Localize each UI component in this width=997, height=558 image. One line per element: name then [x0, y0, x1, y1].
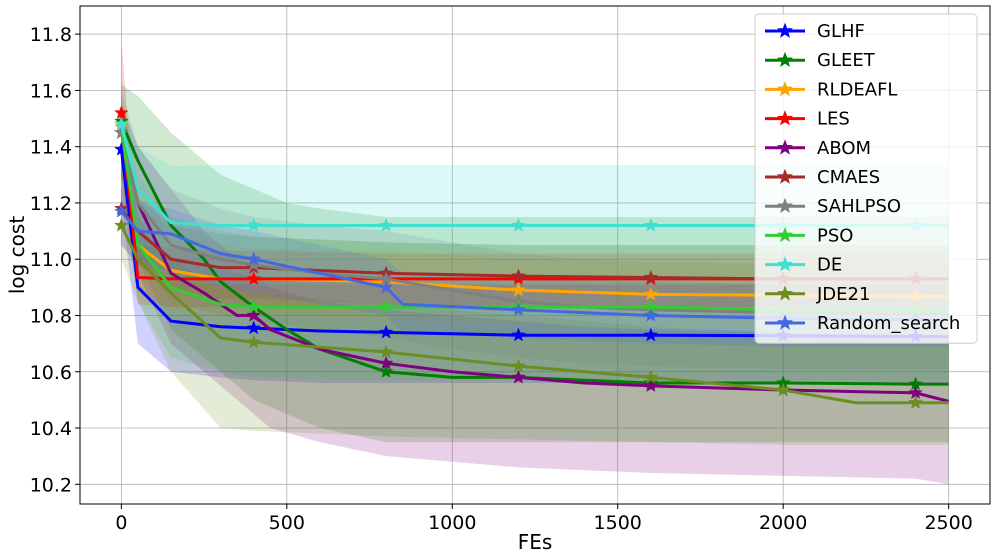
abom-marker	[511, 369, 526, 384]
glhf-legend-marker	[776, 22, 794, 38]
random-search-marker	[643, 307, 659, 322]
jde21-legend-marker	[776, 285, 794, 301]
cmaes-marker	[643, 269, 659, 284]
sahlpso-marker	[246, 257, 262, 272]
cmaes-legend-label: CMAES	[817, 167, 880, 188]
gleet-marker	[378, 364, 394, 379]
de-marker	[378, 217, 394, 232]
random-search-marker	[511, 302, 526, 317]
x-axis-label: FEs	[518, 530, 553, 554]
les-legend-marker	[776, 110, 794, 126]
pso-legend-marker	[776, 226, 794, 243]
random-search-marker	[378, 279, 394, 294]
axis-ticks: 0 500 1000 1500 2000 2500 10.2 10.4 10.6 10.8 11.0…	[30, 24, 973, 534]
cmaes-marker	[511, 268, 526, 283]
de-legend-label: DE	[817, 255, 842, 276]
y-tick-label: 10.8	[30, 305, 72, 327]
glhf-marker	[246, 320, 262, 335]
pso-marker	[246, 299, 262, 314]
de-marker	[114, 116, 129, 131]
abom-marker	[246, 307, 262, 322]
y-tick-label: 10.4	[30, 418, 72, 440]
cmaes-legend-marker	[776, 168, 794, 184]
y-tick-label: 11.2	[30, 193, 72, 215]
legend-box	[754, 13, 978, 344]
rldeafl-legend-label: RLDEAFL	[817, 79, 897, 100]
x-tick-label: 2500	[924, 512, 972, 534]
pso-legend-label: PSO	[817, 225, 853, 246]
random-search-marker	[246, 251, 262, 266]
glhf-legend-label: GLHF	[817, 21, 865, 42]
x-tick-label: 0	[115, 512, 127, 534]
jde21-band	[121, 188, 949, 445]
x-tick-label: 1500	[594, 512, 642, 534]
random-search-marker	[114, 203, 129, 218]
jde21-legend-label: JDE21	[816, 284, 870, 305]
abom-line	[119, 132, 950, 403]
random-search-legend-label: Random_search	[817, 313, 960, 334]
de-marker	[246, 217, 262, 232]
gleet-legend-label: GLEET	[817, 50, 876, 71]
rldeafl-marker	[643, 286, 659, 301]
glhf-marker	[511, 327, 526, 342]
sahlpso-band	[121, 90, 949, 369]
abom-marker	[643, 378, 659, 393]
de-band	[121, 104, 949, 285]
y-tick-label: 11.0	[30, 249, 72, 271]
x-tick-label: 2000	[759, 512, 807, 534]
jde21-marker	[908, 394, 923, 409]
les-legend-label: LES	[817, 109, 850, 130]
de-marker	[511, 217, 526, 232]
jde21-line	[120, 224, 949, 405]
les-marker	[114, 105, 129, 120]
les-marker	[246, 271, 262, 286]
jde21-marker	[643, 369, 659, 384]
rldeafl-legend-marker	[776, 80, 794, 97]
de-legend-marker	[776, 256, 794, 272]
glhf-marker	[643, 327, 659, 342]
jde21-marker	[114, 217, 129, 232]
jde21-marker	[378, 344, 394, 359]
random-search-legend-marker	[776, 314, 794, 330]
abom-legend-label: ABOM	[817, 138, 871, 159]
y-tick-label: 11.6	[30, 80, 72, 102]
random-search-band	[121, 188, 949, 347]
de-marker	[643, 217, 659, 232]
sahlpso-legend-marker	[776, 197, 794, 214]
glhf-marker	[378, 324, 394, 339]
y-tick-label: 10.6	[30, 362, 72, 384]
x-tick-label: 1000	[428, 512, 476, 534]
jde21-marker	[775, 382, 791, 397]
rldeafl-marker	[511, 282, 526, 297]
plot-frame	[79, 5, 991, 505]
legend: GLHF GLEET RLDEAFL LES ABOM CMAES SAHLPSO PSO DE…	[754, 13, 978, 344]
x-tick-label: 500	[269, 512, 305, 534]
sahlpso-legend-label: SAHLPSO	[817, 196, 901, 217]
pso-marker	[378, 299, 394, 314]
abom-legend-marker	[776, 139, 794, 155]
gleet-legend-marker	[776, 51, 794, 68]
abom-marker	[378, 355, 394, 370]
y-axis-label: log cost	[5, 216, 29, 294]
y-tick-label: 11.8	[30, 24, 72, 46]
jde21-marker	[511, 358, 526, 373]
y-tick-label: 11.4	[30, 137, 72, 159]
jde21-marker	[246, 334, 262, 349]
y-tick-label: 10.2	[30, 474, 72, 496]
